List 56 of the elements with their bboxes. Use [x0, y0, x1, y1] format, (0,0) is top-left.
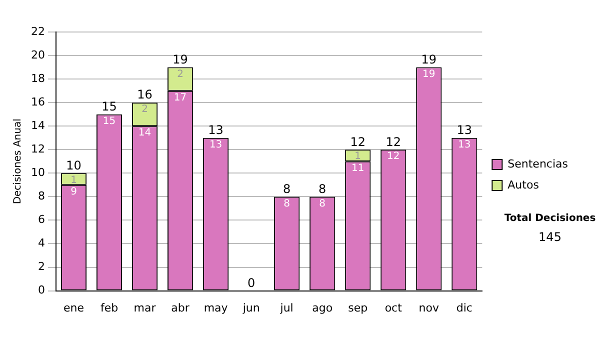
legend-label: Autos	[508, 178, 540, 192]
x-tick-label: may	[204, 301, 228, 314]
data-label: 8	[284, 198, 290, 210]
total-label: 15	[102, 99, 117, 114]
y-tick-label: 4	[38, 236, 45, 250]
y-axis-title: Decisiones Anual	[12, 118, 24, 204]
total-label: 8	[318, 182, 326, 196]
total-label: 19	[172, 52, 188, 66]
y-tick-label: 20	[30, 48, 45, 62]
data-label: 17	[174, 92, 187, 104]
data-label: 14	[138, 128, 152, 139]
y-tick-label: 16	[30, 95, 45, 108]
data-label: 11	[351, 162, 364, 174]
y-tick-label: 0	[38, 284, 45, 297]
x-tick-label: dic	[456, 301, 472, 314]
total-label: 8	[283, 182, 291, 196]
data-label: 15	[102, 116, 116, 127]
data-label: 1	[70, 174, 77, 186]
x-tick-label: jun	[242, 301, 260, 314]
total-label: 0	[247, 276, 256, 290]
y-tick-label: 10	[30, 166, 45, 180]
x-tick-label: feb	[100, 301, 118, 314]
total-label: 12	[350, 134, 366, 149]
legend-label: Sentencias	[508, 157, 568, 170]
y-tick-label: 12	[30, 142, 45, 156]
data-label: 13	[458, 139, 471, 150]
y-tick-label: 6	[38, 213, 45, 226]
data-label: 2	[142, 104, 148, 116]
x-tick-label: ago	[312, 301, 333, 314]
y-tick-label: 8	[38, 190, 45, 203]
total-label: 13	[456, 123, 472, 137]
x-tick-label: nov	[418, 301, 440, 314]
data-label: 13	[209, 139, 222, 150]
x-tick-label: mar	[134, 301, 156, 314]
y-tick-label: 18	[30, 72, 45, 85]
data-label: 1	[354, 151, 362, 162]
text: 145	[538, 230, 562, 244]
total-label: 13	[208, 123, 224, 137]
total-label: 19	[421, 52, 437, 66]
total-label: 10	[66, 158, 82, 172]
text: Total Decisiones	[503, 213, 597, 224]
x-tick-label: abr	[171, 301, 190, 314]
data-label: 9	[70, 186, 77, 198]
y-tick-label: 14	[30, 118, 45, 132]
y-tick-label: 2	[38, 260, 45, 274]
data-label: 12	[387, 151, 400, 162]
data-label: 2	[177, 68, 184, 80]
total-label: 16	[137, 88, 152, 102]
x-tick-label: sep	[348, 301, 368, 314]
x-tick-label: oct	[384, 301, 403, 314]
total-label: 12	[386, 134, 402, 149]
x-tick-label: jul	[279, 301, 294, 314]
y-tick-label: 22	[30, 24, 45, 38]
x-tick-label: ene	[63, 301, 84, 314]
data-label: 19	[422, 68, 436, 80]
data-label: 8	[319, 198, 326, 210]
